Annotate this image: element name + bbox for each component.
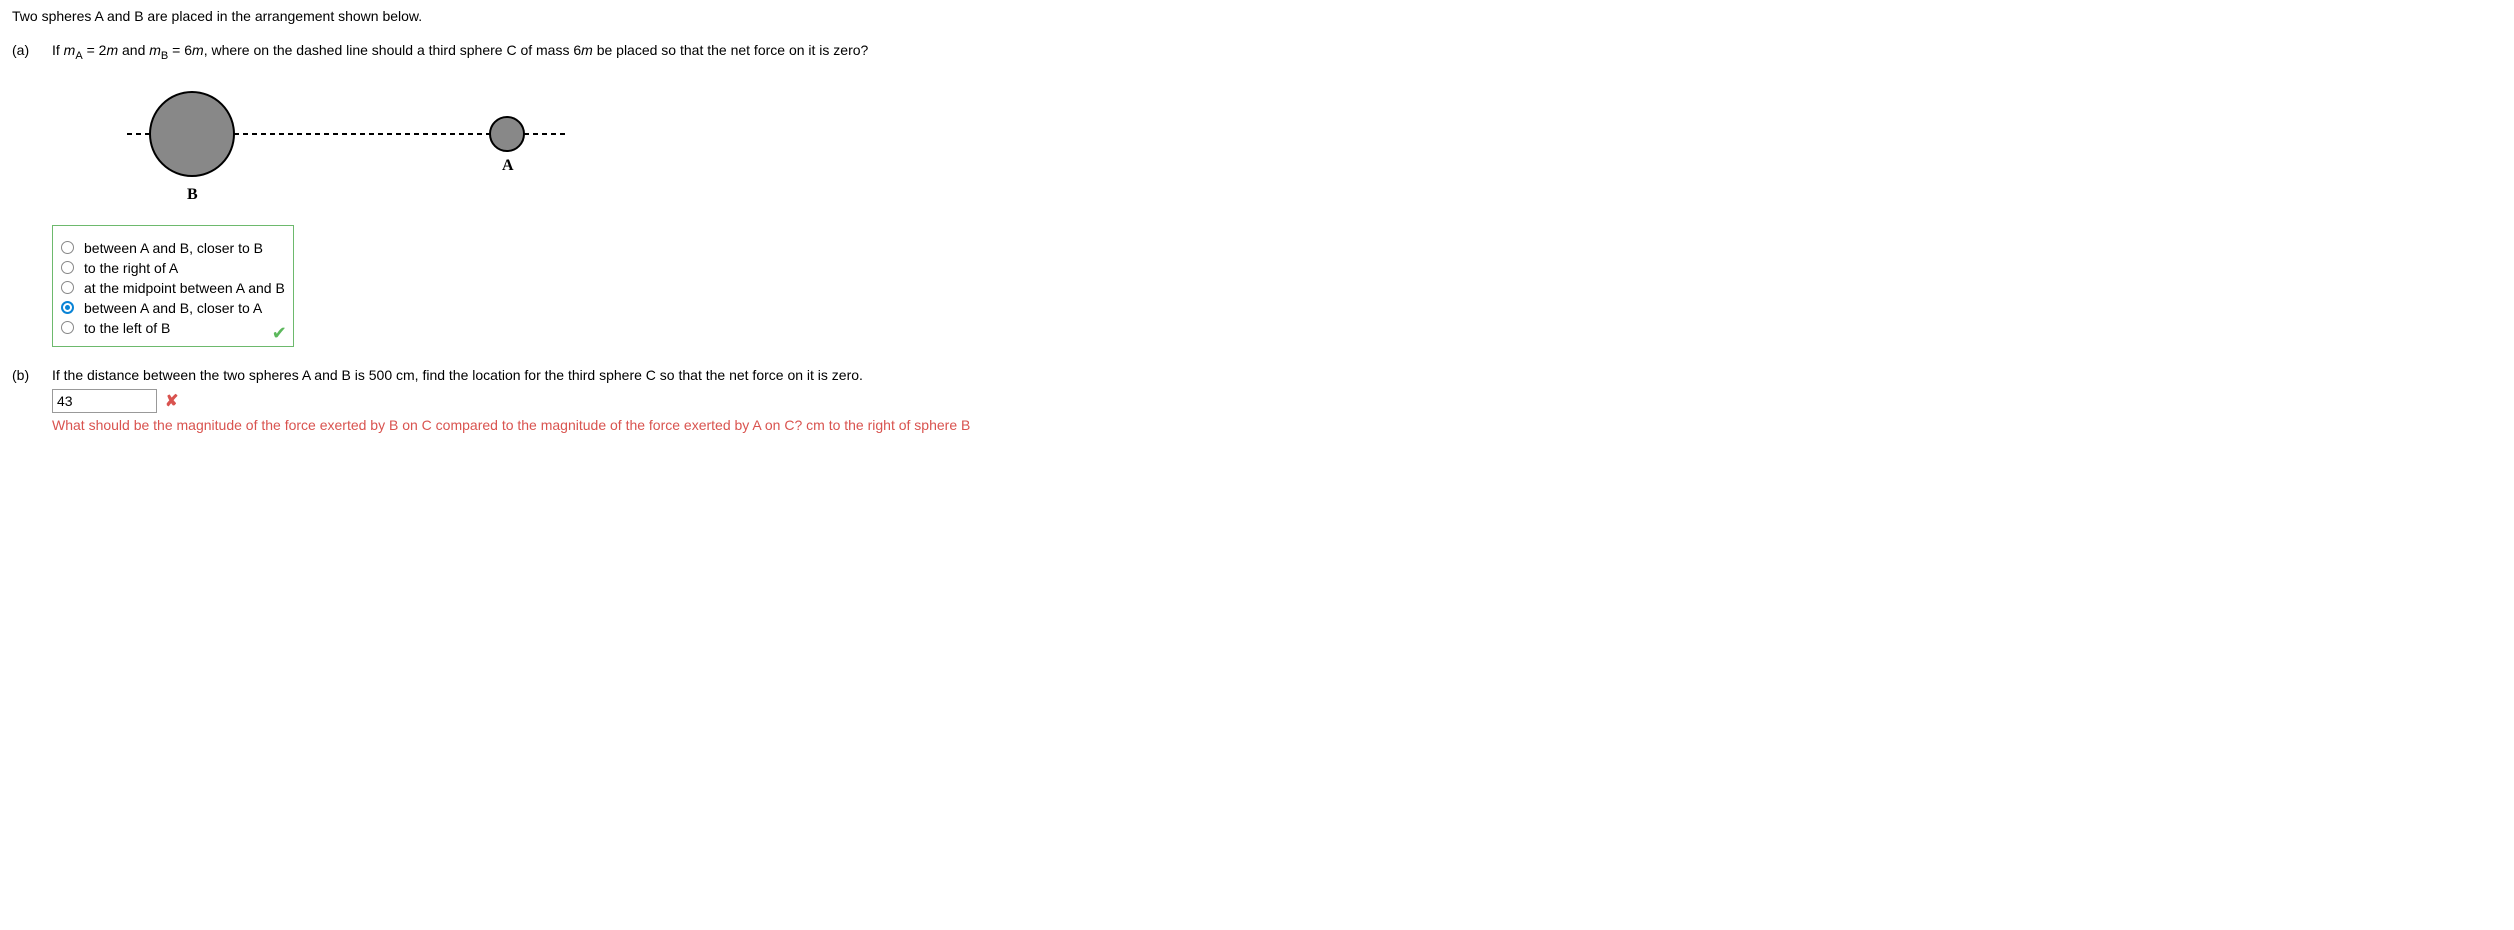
radio-icon[interactable] bbox=[61, 321, 74, 334]
choice-label: to the left of B bbox=[84, 320, 170, 336]
feedback-post: cm to the right of sphere B bbox=[802, 417, 970, 433]
diagram-svg: A B bbox=[112, 84, 572, 204]
part-b-label: (b) bbox=[12, 367, 52, 383]
choice-4[interactable]: to the left of B bbox=[61, 320, 285, 336]
choice-3[interactable]: between A and B, closer to A bbox=[61, 300, 285, 316]
mA-var: m bbox=[64, 42, 76, 58]
eq2: = 6 bbox=[168, 42, 192, 58]
choice-label: to the right of A bbox=[84, 260, 178, 276]
choice-label: at the midpoint between A and B bbox=[84, 280, 285, 296]
qa-end: be placed so that the net force on it is… bbox=[593, 42, 869, 58]
qa-post: , where on the dashed line should a thir… bbox=[204, 42, 581, 58]
radio-icon[interactable] bbox=[61, 281, 74, 294]
diagram: A B bbox=[112, 84, 2502, 207]
choice-0[interactable]: between A and B, closer to B bbox=[61, 240, 285, 256]
mA-sub: A bbox=[75, 50, 82, 62]
m3: m bbox=[581, 42, 593, 58]
mB-var: m bbox=[149, 42, 161, 58]
sphere-b bbox=[150, 92, 234, 176]
choice-2[interactable]: at the midpoint between A and B bbox=[61, 280, 285, 296]
eq1: = 2 bbox=[83, 42, 107, 58]
choice-1[interactable]: to the right of A bbox=[61, 260, 285, 276]
m2: m bbox=[192, 42, 204, 58]
feedback-line: What should be the magnitude of the forc… bbox=[52, 417, 2502, 433]
m1: m bbox=[106, 42, 118, 58]
part-a-question: If mA = 2m and mB = 6m, where on the das… bbox=[52, 42, 2502, 62]
check-icon: ✔ bbox=[272, 323, 287, 344]
diagram-label-a: A bbox=[502, 157, 514, 174]
answer-input[interactable] bbox=[52, 389, 157, 413]
part-b: (b) If the distance between the two sphe… bbox=[12, 367, 2502, 433]
choices-box: between A and B, closer to B to the righ… bbox=[52, 225, 294, 347]
feedback-pre: What should be the magnitude of the forc… bbox=[52, 417, 802, 433]
radio-icon[interactable] bbox=[61, 301, 74, 314]
part-a-label: (a) bbox=[12, 42, 52, 58]
radio-icon[interactable] bbox=[61, 261, 74, 274]
choice-label: between A and B, closer to B bbox=[84, 240, 263, 256]
choice-label: between A and B, closer to A bbox=[84, 300, 262, 316]
and: and bbox=[118, 42, 149, 58]
intro-text: Two spheres A and B are placed in the ar… bbox=[12, 8, 2502, 24]
x-icon: ✘ bbox=[165, 391, 178, 411]
qa-pre: If bbox=[52, 42, 64, 58]
sphere-a bbox=[490, 117, 524, 151]
radio-icon[interactable] bbox=[61, 241, 74, 254]
diagram-label-b: B bbox=[187, 186, 198, 203]
part-b-question: If the distance between the two spheres … bbox=[52, 367, 2502, 383]
part-a: (a) If mA = 2m and mB = 6m, where on the… bbox=[12, 42, 2502, 347]
